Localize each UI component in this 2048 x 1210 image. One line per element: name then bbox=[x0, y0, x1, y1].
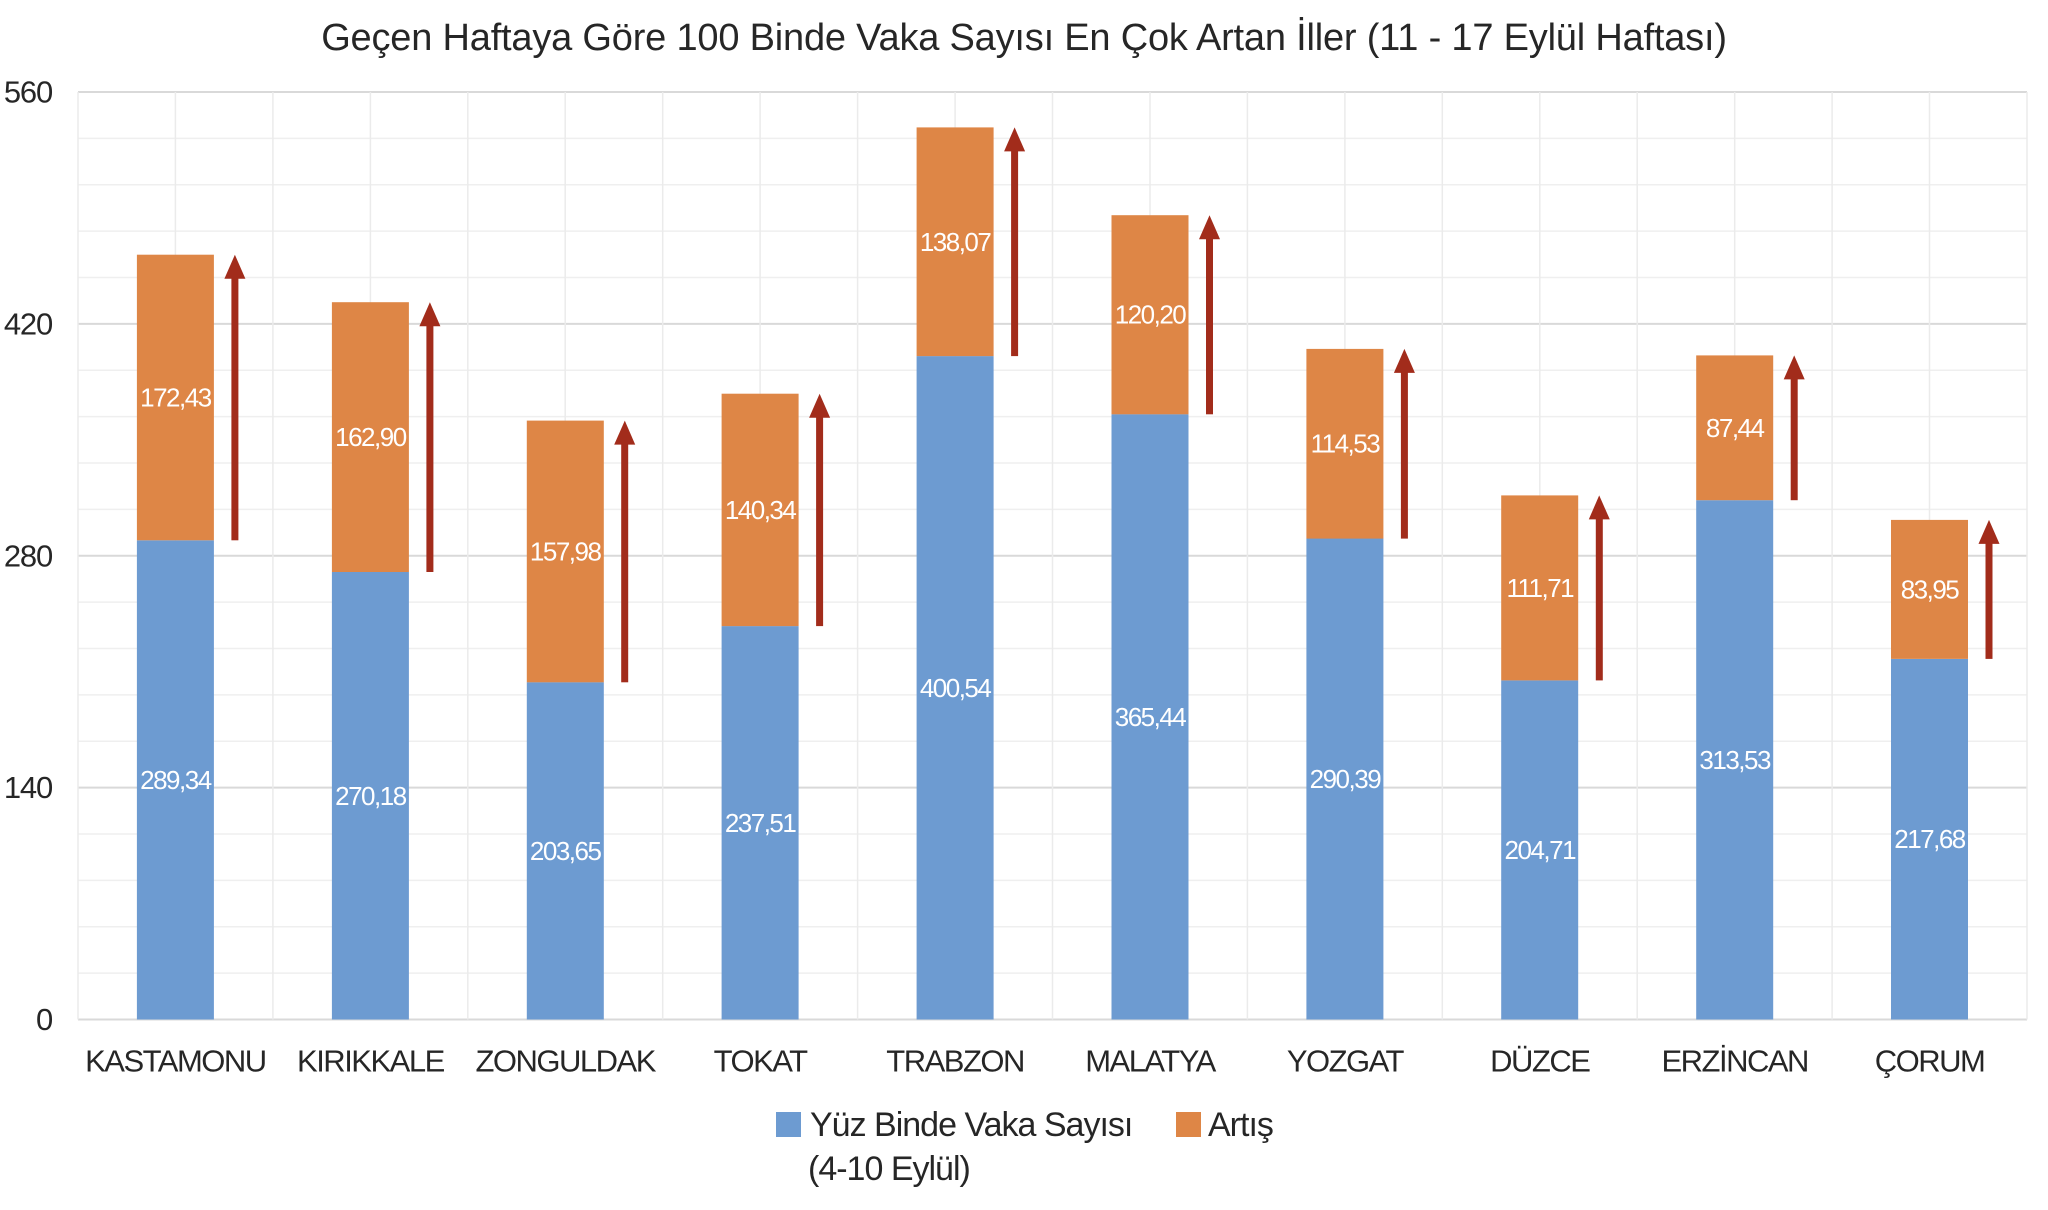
svg-text:Yüz Binde Vaka Sayısı: Yüz Binde Vaka Sayısı bbox=[810, 1106, 1132, 1144]
svg-text:420: 420 bbox=[4, 306, 53, 341]
svg-text:KASTAMONU: KASTAMONU bbox=[85, 1044, 266, 1079]
svg-text:290,39: 290,39 bbox=[1310, 764, 1382, 794]
svg-text:(4-10 Eylül): (4-10 Eylül) bbox=[808, 1150, 970, 1188]
svg-text:DÜZCE: DÜZCE bbox=[1490, 1044, 1590, 1079]
svg-text:87,44: 87,44 bbox=[1706, 413, 1765, 443]
svg-text:172,43: 172,43 bbox=[140, 383, 212, 413]
svg-text:YOZGAT: YOZGAT bbox=[1287, 1044, 1405, 1079]
svg-text:140: 140 bbox=[4, 770, 53, 805]
svg-text:217,68: 217,68 bbox=[1894, 824, 1966, 854]
svg-text:400,54: 400,54 bbox=[920, 673, 992, 703]
svg-text:120,20: 120,20 bbox=[1115, 300, 1187, 330]
svg-text:313,53: 313,53 bbox=[1699, 745, 1771, 775]
svg-text:204,71: 204,71 bbox=[1505, 835, 1577, 865]
svg-text:TOKAT: TOKAT bbox=[714, 1044, 809, 1079]
svg-text:ERZİNCAN: ERZİNCAN bbox=[1661, 1044, 1807, 1079]
svg-text:ZONGULDAK: ZONGULDAK bbox=[475, 1044, 656, 1079]
svg-text:365,44: 365,44 bbox=[1115, 702, 1187, 732]
svg-text:280: 280 bbox=[4, 538, 53, 573]
svg-text:TRABZON: TRABZON bbox=[886, 1044, 1024, 1079]
svg-text:162,90: 162,90 bbox=[335, 422, 407, 452]
svg-text:111,71: 111,71 bbox=[1506, 573, 1574, 603]
svg-text:Geçen Haftaya Göre 100 Binde V: Geçen Haftaya Göre 100 Binde Vaka Sayısı… bbox=[321, 16, 1727, 59]
svg-text:140,34: 140,34 bbox=[725, 495, 797, 525]
svg-text:114,53: 114,53 bbox=[1311, 429, 1381, 459]
svg-text:270,18: 270,18 bbox=[335, 781, 407, 811]
svg-text:83,95: 83,95 bbox=[1901, 574, 1960, 604]
svg-text:0: 0 bbox=[36, 1002, 53, 1037]
svg-text:289,34: 289,34 bbox=[140, 765, 212, 795]
svg-text:KIRIKKALE: KIRIKKALE bbox=[297, 1044, 445, 1079]
svg-text:MALATYA: MALATYA bbox=[1085, 1044, 1216, 1079]
svg-text:Artış: Artış bbox=[1208, 1106, 1273, 1144]
svg-text:157,98: 157,98 bbox=[530, 536, 602, 566]
svg-text:237,51: 237,51 bbox=[725, 808, 797, 838]
svg-text:203,65: 203,65 bbox=[530, 836, 602, 866]
svg-text:ÇORUM: ÇORUM bbox=[1875, 1044, 1985, 1079]
svg-text:138,07: 138,07 bbox=[920, 227, 992, 257]
svg-text:560: 560 bbox=[4, 75, 53, 110]
